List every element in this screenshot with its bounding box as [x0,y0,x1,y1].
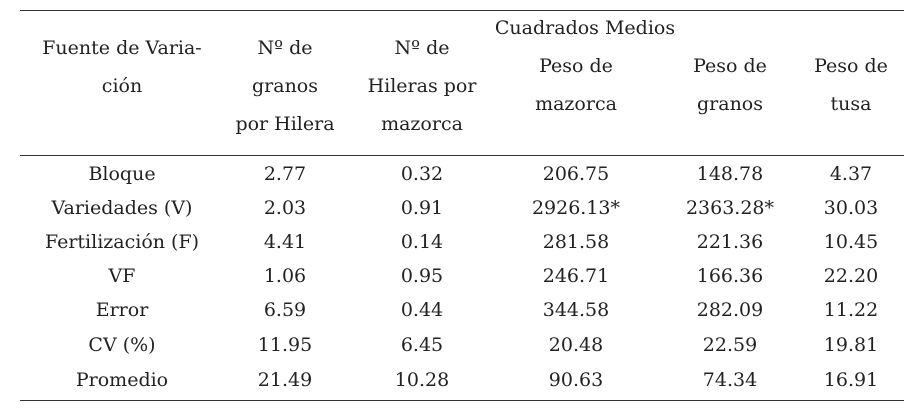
table-cell: 16.91 [823,369,879,391]
table-cell: 22.59 [702,334,758,356]
column-header-1-line-1: granos [252,75,318,97]
table-cell: 22.20 [823,265,879,287]
table-cell: 148.78 [696,163,764,185]
column-header-2-line-2: mazorca [381,113,463,135]
table-cell: 0.44 [400,299,444,321]
table-cell: 20.48 [548,334,604,356]
row-label: Variedades (V) [51,197,193,219]
table-cell: 166.36 [696,265,764,287]
group-header: Cuadrados Medios [494,17,676,39]
row-label: VF [108,265,136,287]
table-cell: 0.14 [400,231,444,253]
table-cell: 6.45 [400,334,444,356]
column-header-3-line-1: mazorca [535,93,617,115]
column-header-0-line-1: ción [101,75,143,97]
top-rule [20,10,904,11]
table-cell: 19.81 [823,334,879,356]
column-header-1-line-0: Nº de [257,37,313,59]
row-label: Error [95,299,149,321]
table-cell: 0.91 [400,197,444,219]
table-cell: 4.41 [263,231,307,253]
row-label: Promedio [75,369,169,391]
table-cell: 10.45 [823,231,879,253]
table-cell: 344.58 [542,299,610,321]
column-header-2-line-0: Nº de [394,37,450,59]
table-cell: 10.28 [394,369,450,391]
table-cell: 11.95 [257,334,313,356]
table-cell: 11.22 [823,299,879,321]
bottom-rule [20,400,904,401]
table-cell: 0.32 [400,163,444,185]
table-cell: 2.03 [263,197,307,219]
row-label: Fertilización (F) [44,231,200,253]
table-cell: 246.71 [542,265,610,287]
header-rule [20,155,904,156]
column-header-5-line-1: tusa [830,93,872,115]
table-cell: 74.34 [702,369,758,391]
table-cell: 282.09 [696,299,764,321]
column-header-0-line-0: Fuente de Varia- [42,37,202,59]
table-cell: 2.77 [263,163,307,185]
table-cell: 0.95 [400,265,444,287]
table-cell: 6.59 [263,299,307,321]
table-cell: 221.36 [696,231,764,253]
table-cell: 2363.28* [685,197,775,219]
table-cell: 206.75 [542,163,610,185]
column-header-3-line-0: Peso de [539,55,613,77]
table-cell: 21.49 [257,369,313,391]
row-label: CV (%) [88,334,156,356]
table-cell: 281.58 [542,231,610,253]
table-cell: 90.63 [548,369,604,391]
table-cell: 2926.13* [531,197,621,219]
column-header-1-line-2: por Hilera [235,113,335,135]
column-header-4-line-0: Peso de [693,55,767,77]
table-cell: 1.06 [263,265,307,287]
column-header-4-line-1: granos [697,93,763,115]
table-cell: 30.03 [823,197,879,219]
table-cell: 4.37 [829,163,873,185]
column-header-5-line-0: Peso de [814,55,888,77]
row-label: Bloque [88,163,156,185]
column-header-2-line-1: Hileras por [367,75,477,97]
